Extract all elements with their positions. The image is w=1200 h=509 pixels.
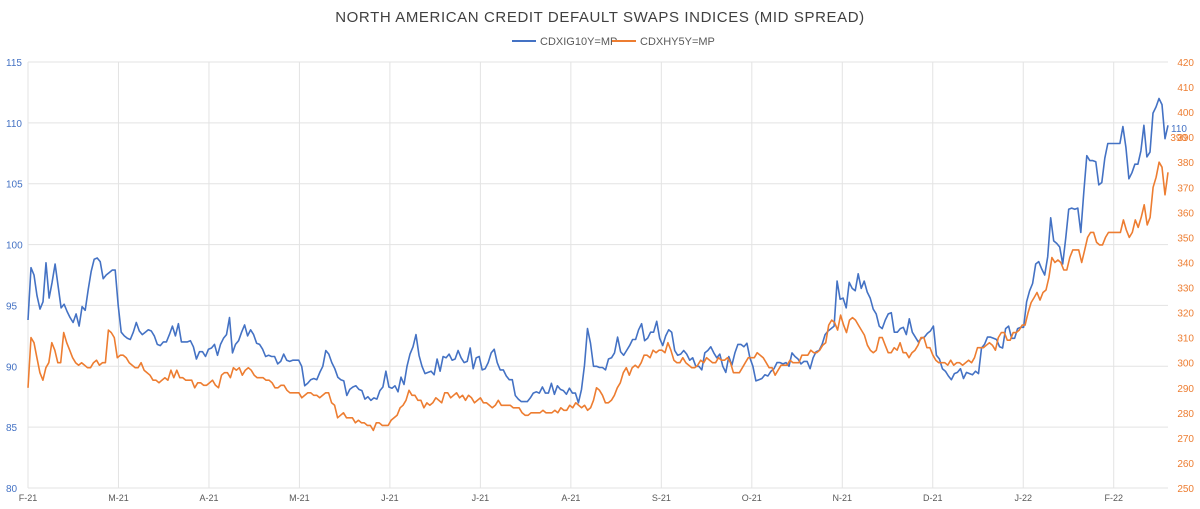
x-tick-label: M-21 (289, 493, 310, 503)
right-tick-label: 290 (1177, 384, 1194, 395)
x-tick-label: N-21 (833, 493, 853, 503)
right-tick-label: 320 (1177, 309, 1194, 320)
right-tick-label: 370 (1177, 183, 1194, 194)
right-tick-label: 420 (1177, 58, 1194, 69)
right-tick-label: 350 (1177, 233, 1194, 244)
right-tick-label: 390 (1177, 133, 1194, 144)
x-tick-label: A-21 (199, 493, 218, 503)
end-label-hy: 390 (1170, 133, 1187, 144)
series-line-cdxig10y (27, 97, 1169, 404)
right-tick-label: 310 (1177, 334, 1194, 345)
right-tick-label: 280 (1177, 409, 1194, 420)
right-tick-label: 410 (1177, 83, 1194, 94)
legend: CDXIG10Y=MP CDXHY5Y=MP (512, 36, 715, 48)
series-line-cdxhy5y (27, 161, 1169, 432)
left-tick-label: 100 (6, 241, 23, 252)
left-tick-label: 110 (6, 119, 22, 130)
x-tick-label: A-21 (561, 493, 580, 503)
left-tick-label: 90 (6, 362, 18, 373)
left-tick-label: 85 (6, 423, 18, 434)
x-tick-label: J-21 (381, 493, 399, 503)
right-y-axis: 250 260 270 280 290 300 310 320 330 340 350 360 370 3… (1177, 58, 1194, 495)
x-tick-label: S-21 (652, 493, 671, 503)
x-tick-label: M-21 (108, 493, 129, 503)
legend-label-hy: CDXHY5Y=MP (640, 36, 715, 48)
end-label-ig: 110 (1171, 124, 1187, 135)
right-tick-label: 300 (1177, 359, 1194, 370)
right-tick-label: 380 (1177, 158, 1194, 169)
x-tick-label: D-21 (923, 493, 943, 503)
x-axis: F-21 M-21 A-21 M-21 J-21 J-21 A-21 S-21 O-21 N-21… (19, 493, 1123, 503)
series-lines (27, 97, 1169, 432)
right-tick-label: 330 (1177, 284, 1194, 295)
right-tick-label: 360 (1177, 208, 1194, 219)
right-tick-label: 400 (1177, 108, 1194, 119)
x-tick-label: F-21 (19, 493, 38, 503)
right-tick-label: 270 (1177, 434, 1194, 445)
chart-title: NORTH AMERICAN CREDIT DEFAULT SWAPS INDI… (335, 9, 865, 26)
x-tick-label: F-22 (1104, 493, 1123, 503)
left-tick-label: 80 (6, 484, 18, 495)
left-tick-label: 105 (6, 180, 23, 191)
left-tick-label: 115 (6, 58, 22, 69)
left-tick-label: 95 (6, 301, 18, 312)
x-tick-label: O-21 (742, 493, 762, 503)
right-tick-label: 340 (1177, 258, 1194, 269)
right-tick-label: 260 (1177, 459, 1194, 470)
left-y-axis: 80 85 90 95 100 105 110 115 (6, 58, 23, 495)
right-tick-label: 250 (1177, 484, 1194, 495)
gridlines (27, 61, 1168, 489)
legend-label-ig: CDXIG10Y=MP (540, 36, 617, 48)
x-tick-label: J-21 (472, 493, 490, 503)
x-tick-label: J-22 (1014, 493, 1032, 503)
